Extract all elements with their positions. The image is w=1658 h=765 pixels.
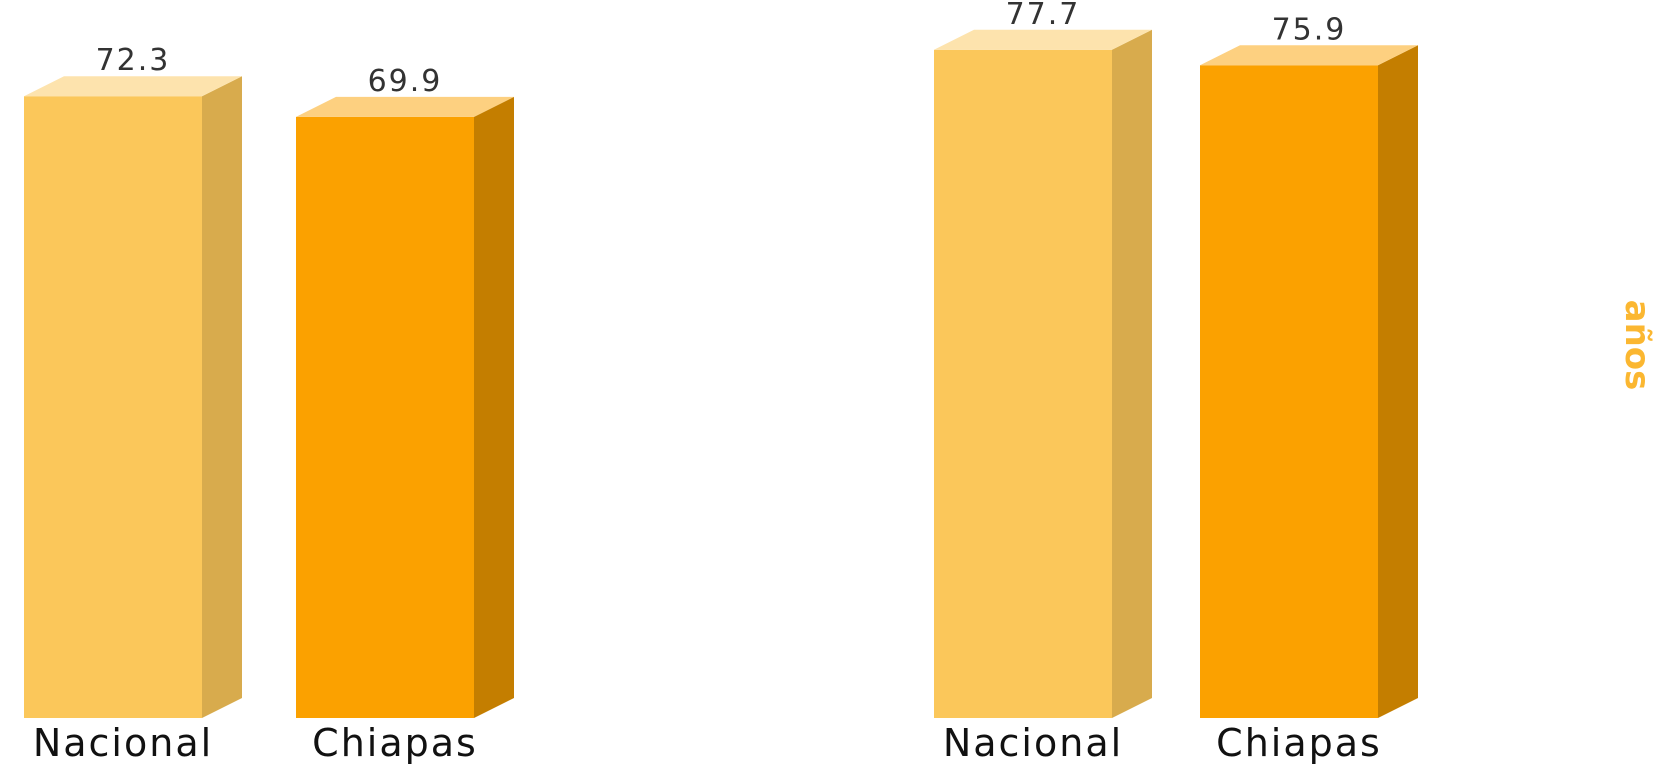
chart-1-value-label-chiapas: 69.9: [368, 64, 443, 99]
chart-2-bar-top-nacional: [934, 29, 1152, 50]
chart-2-bar-nacional: [934, 49, 1112, 718]
chart-1-category-label-nacional: Nacional: [33, 721, 213, 765]
chart-1-bar-nacional: [24, 96, 202, 719]
chart-1-value-label-nacional: 72.3: [96, 43, 171, 78]
chart-2-value-label-nacional: 77.7: [1006, 0, 1081, 32]
chart-1-bar-top-chiapas: [296, 96, 514, 117]
chart-2-bar-side-chiapas: [1378, 45, 1418, 718]
chart-1-bar-side-nacional: [202, 76, 242, 719]
unit-label: años: [1617, 300, 1657, 391]
chart-2-bar-chiapas: [1200, 65, 1378, 718]
chart-2-category-label-chiapas: Chiapas: [1216, 721, 1382, 765]
chart-1-bar-side-chiapas: [474, 96, 514, 719]
chart-2-bar-side-nacional: [1112, 29, 1152, 718]
chart-2-category-label-nacional: Nacional: [943, 721, 1123, 765]
chart-2-bar-top-chiapas: [1200, 45, 1418, 66]
chart-1-category-label-chiapas: Chiapas: [312, 721, 478, 765]
chart-1-bar-chiapas: [296, 116, 474, 719]
chart-2-value-label-chiapas: 75.9: [1272, 12, 1347, 47]
chart-1-bar-top-nacional: [24, 76, 242, 97]
